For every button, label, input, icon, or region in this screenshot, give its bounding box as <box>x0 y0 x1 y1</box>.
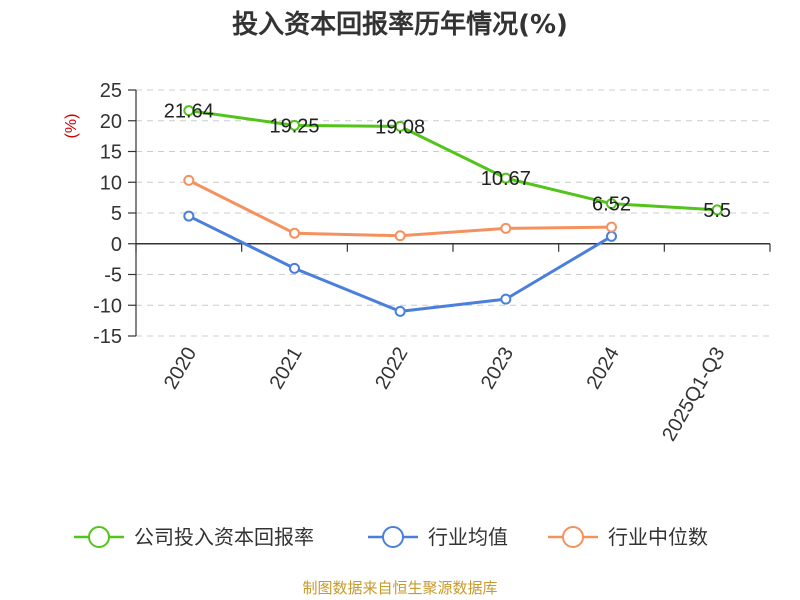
data-label: 19.25 <box>269 115 319 137</box>
y-tick-label: 20 <box>100 111 122 133</box>
chart-title: 投入资本回报率历年情况(%) <box>232 9 568 40</box>
data-point[interactable] <box>183 105 195 117</box>
legend-item-1[interactable]: 行业均值 <box>368 525 508 549</box>
y-axis-unit-label: (%) <box>63 114 80 139</box>
data-point[interactable] <box>606 221 617 233</box>
data-point[interactable] <box>183 210 195 222</box>
legend: 公司投入资本回报率 行业均值 行业中位数 <box>74 525 708 549</box>
series-lines <box>183 105 723 317</box>
data-point[interactable] <box>500 222 512 234</box>
data-labels: 21.64 19.25 19.08 10.67 6.52 5.5 <box>164 101 731 222</box>
data-label: 21.64 <box>164 101 214 123</box>
data-label: 6.52 <box>592 194 631 216</box>
axes: 25 20 15 10 5 0 -5 -10 -15 2020 2021 2022 2023 2024 20… <box>93 80 771 446</box>
y-tick-label: -10 <box>93 295 122 317</box>
data-point[interactable] <box>394 305 406 317</box>
x-tick-label: 2023 <box>477 344 518 394</box>
legend-label: 公司投入资本回报率 <box>134 525 314 549</box>
data-label: 19.08 <box>375 116 425 138</box>
data-point[interactable] <box>289 119 300 131</box>
legend-marker <box>88 526 110 548</box>
data-point[interactable] <box>711 204 723 216</box>
y-tick-label: 10 <box>100 172 122 194</box>
data-point[interactable] <box>394 120 406 132</box>
source-note: 制图数据来自恒生聚源数据库 <box>302 579 497 597</box>
y-tick-label: 25 <box>100 80 122 102</box>
legend-label: 行业中位数 <box>608 525 708 549</box>
data-point[interactable] <box>606 230 617 242</box>
x-tick-label: 2025Q1-Q3 <box>658 344 729 446</box>
x-tick-label: 2021 <box>266 344 307 394</box>
legend-marker <box>562 526 584 548</box>
y-tick-label: 0 <box>111 234 122 256</box>
x-tick-label: 2024 <box>583 344 624 394</box>
legend-item-0[interactable]: 公司投入资本回报率 <box>74 525 314 549</box>
data-point[interactable] <box>606 198 617 210</box>
y-tick-label: 5 <box>111 203 122 225</box>
legend-marker <box>382 526 404 548</box>
data-label: 5.5 <box>703 200 731 222</box>
data-point[interactable] <box>500 172 512 184</box>
y-tick-label: -5 <box>104 265 122 287</box>
legend-label: 行业均值 <box>428 525 508 549</box>
y-tick-label: -15 <box>93 326 122 348</box>
data-point[interactable] <box>183 174 195 186</box>
data-point[interactable] <box>394 230 406 242</box>
data-point[interactable] <box>289 262 300 274</box>
data-label: 10.67 <box>481 168 531 190</box>
data-point[interactable] <box>289 227 300 239</box>
legend-item-2[interactable]: 行业中位数 <box>548 525 708 549</box>
y-tick-label: 15 <box>100 142 122 164</box>
gridlines <box>136 89 770 337</box>
data-point[interactable] <box>500 293 512 305</box>
x-tick-label: 2020 <box>160 344 201 394</box>
series-line-0 <box>188 109 718 212</box>
x-tick-label: 2022 <box>371 344 412 394</box>
